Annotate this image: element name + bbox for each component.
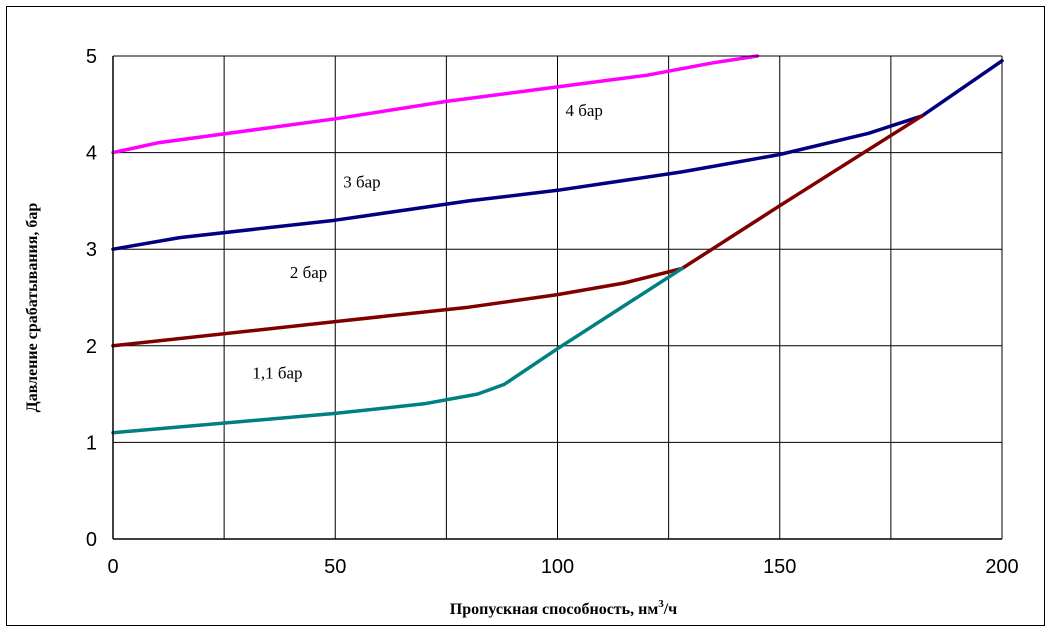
- series-lines: [111, 54, 1004, 435]
- series-annotation: 1,1 бар: [252, 364, 302, 383]
- series-annotation: 4 бар: [565, 101, 602, 120]
- y-tick-label: 1: [86, 432, 97, 454]
- x-tick-label: 0: [107, 556, 118, 578]
- line-chart: 0 50 100 150 200 0 1 2 3 4 5 4 бар 3 бар 2 бар 1,1 ба…: [24, 46, 1019, 618]
- series-line: [111, 59, 1004, 251]
- y-tick-label: 0: [86, 529, 97, 551]
- series-line: [111, 54, 760, 155]
- series-labels: 4 бар 3 бар 2 бар 1,1 бар: [252, 101, 603, 383]
- tick-labels: 0 50 100 150 200 0 1 2 3 4 5: [86, 46, 1019, 578]
- series-annotation: 3 бар: [343, 172, 380, 191]
- y-tick-label: 5: [86, 46, 97, 68]
- x-axis-title-superscript: 3: [658, 598, 664, 610]
- x-tick-label: 200: [985, 556, 1018, 578]
- axes: [112, 55, 1003, 540]
- y-tick-label: 2: [86, 336, 97, 358]
- series-line: [111, 266, 684, 435]
- x-tick-label: 50: [324, 556, 346, 578]
- x-axis-title: Пропускная способность, нм3/ч: [450, 598, 677, 618]
- series-annotation: 2 бар: [290, 263, 327, 282]
- chart-frame: 0 50 100 150 200 0 1 2 3 4 5 4 бар 3 бар 2 бар 1,1 ба…: [6, 6, 1045, 626]
- y-tick-label: 4: [86, 143, 97, 165]
- y-axis-title: Давление срабатывания, бар: [24, 203, 41, 413]
- grid-lines: [112, 55, 1003, 540]
- x-tick-label: 100: [541, 556, 574, 578]
- x-axis-title-tail: /ч: [663, 601, 677, 618]
- x-axis-title-main: Пропускная способность, нм: [450, 601, 659, 618]
- x-tick-label: 150: [763, 556, 796, 578]
- y-tick-label: 3: [86, 239, 97, 261]
- series-line: [111, 114, 924, 348]
